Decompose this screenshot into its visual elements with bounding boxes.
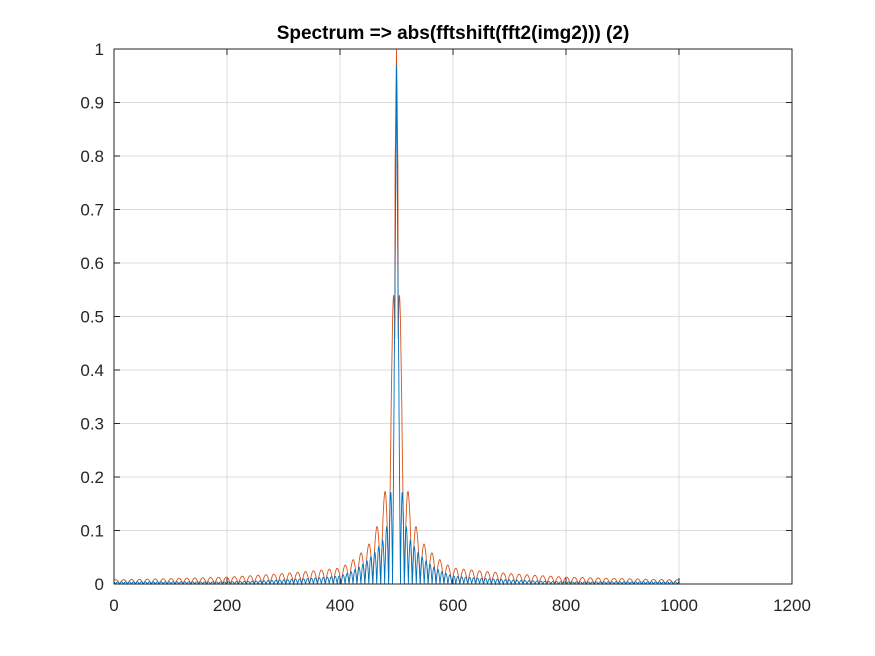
x-tick-label: 1200 xyxy=(773,596,811,615)
grid-lines xyxy=(114,49,792,584)
y-tick-label: 0 xyxy=(95,575,104,594)
x-tick-label: 200 xyxy=(213,596,241,615)
x-tick-label: 0 xyxy=(109,596,118,615)
y-tick-label: 0.5 xyxy=(80,308,104,327)
y-tick-label: 0.6 xyxy=(80,254,104,273)
chart-title: Spectrum => abs(fftshift(fft2(img2))) (2… xyxy=(277,23,630,44)
series-line-2 xyxy=(114,65,680,586)
x-tick-label: 1000 xyxy=(660,596,698,615)
y-tick-label: 0.2 xyxy=(80,468,104,487)
x-tick-label: 400 xyxy=(326,596,354,615)
y-tick-label: 0.9 xyxy=(80,94,104,113)
x-axis: 0 200 400 600 800 1000 1200 xyxy=(109,49,811,615)
y-tick-label: 0.3 xyxy=(80,415,104,434)
x-tick-label: 600 xyxy=(439,596,467,615)
y-tick-label: 0.8 xyxy=(80,147,104,166)
x-tick-label: 800 xyxy=(552,596,580,615)
y-tick-label: 0.4 xyxy=(80,361,104,380)
y-tick-label: 0.7 xyxy=(80,201,104,220)
y-axis: 0 0.1 0.2 0.3 0.4 0.5 0.6 0.7 0.8 0.9 1 xyxy=(80,40,792,594)
series-layer xyxy=(114,48,680,586)
y-tick-label: 0.1 xyxy=(80,522,104,541)
y-tick-label: 1 xyxy=(95,40,104,59)
